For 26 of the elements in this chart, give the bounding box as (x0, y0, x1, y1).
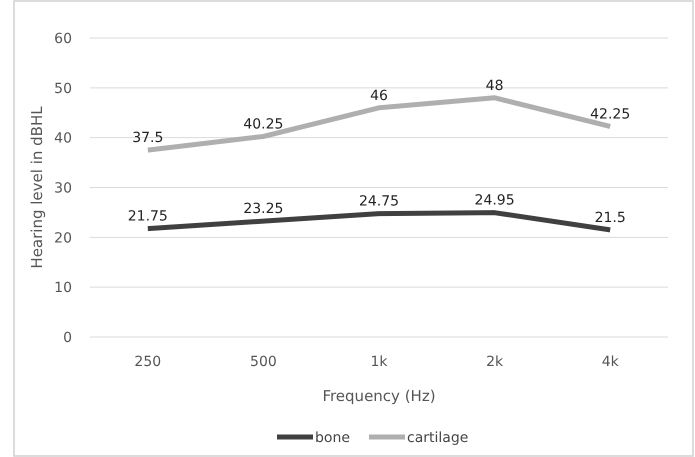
y-tick-label: 60 (54, 31, 72, 47)
legend-label: cartilage (407, 430, 468, 446)
x-tick-label: 500 (250, 354, 277, 370)
y-axis-title: Hearing level in dBHL (28, 106, 46, 269)
x-axis-title: Frequency (Hz) (322, 387, 436, 405)
y-tick-label: 0 (63, 330, 72, 346)
data-label: 21.75 (128, 208, 168, 225)
y-tick-label: 10 (54, 280, 72, 296)
data-label: 46 (370, 88, 388, 104)
data-label: 21.5 (594, 210, 626, 226)
data-label: 48 (486, 78, 504, 94)
y-tick-label: 20 (54, 230, 72, 246)
data-label: 37.5 (132, 130, 164, 146)
y-tick-label: 40 (54, 130, 72, 147)
data-label: 24.75 (358, 194, 400, 210)
data-label: 24.95 (474, 192, 515, 209)
data-label: 40.25 (243, 116, 284, 132)
y-tick-label: 50 (54, 80, 72, 97)
y-tick-label: 30 (54, 180, 72, 196)
data-label: 42.25 (590, 106, 630, 122)
x-tick-label: 250 (134, 354, 162, 370)
x-tick-label: 4k (602, 354, 620, 370)
x-tick-label: 2k (486, 354, 504, 370)
data-label: 23.25 (243, 201, 284, 218)
x-tick-label: 1k (370, 354, 388, 370)
legend-label: bone (315, 430, 350, 446)
